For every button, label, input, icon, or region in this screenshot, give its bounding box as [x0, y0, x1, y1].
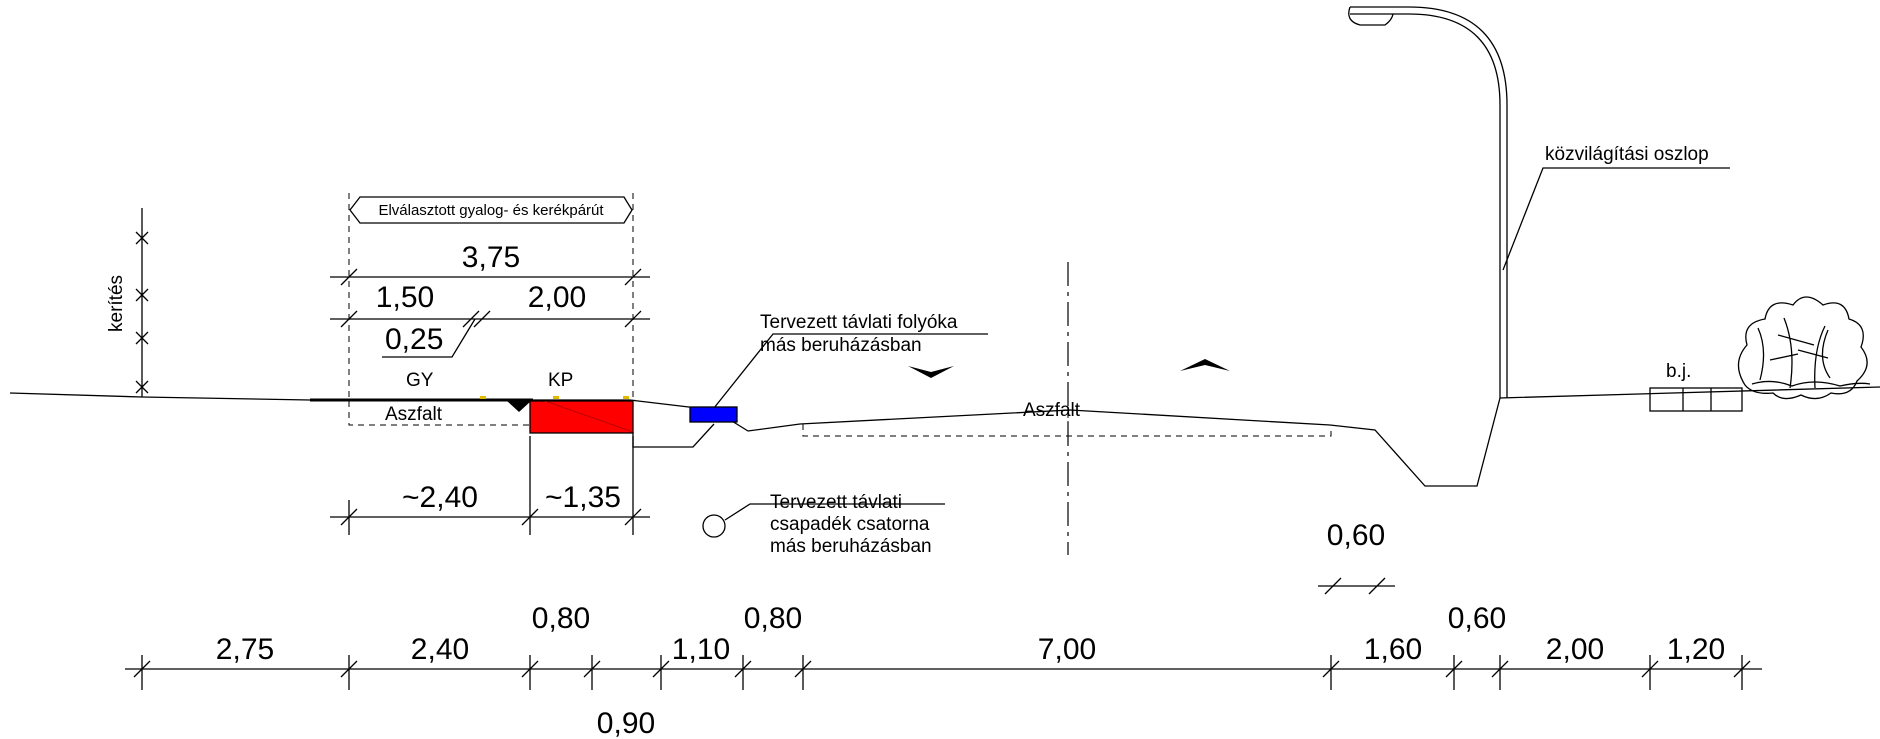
path-section: Elválasztott gyalog- és kerékpárút 3,75 … [330, 193, 650, 535]
dim-separator-width: 0,25 [385, 323, 443, 356]
blue-gutter [689, 406, 738, 423]
dim-right-part: ~1,35 [545, 481, 621, 514]
dim-b-6: 0,80 [744, 602, 802, 635]
path-box-label: Elválasztott gyalog- és kerékpárút [378, 202, 604, 219]
ditch-dimension: 0,60 [1318, 519, 1395, 595]
dim-ditch: 0,60 [1327, 519, 1385, 552]
fence-label: kerítés [106, 275, 127, 332]
fall-chevron-up [1180, 359, 1230, 371]
sewer-label-1: Tervezett távlati [770, 492, 902, 513]
bike-storage-label: b.j. [1666, 361, 1691, 382]
dim-b-4: 0,90 [597, 707, 655, 739]
gutter: Tervezett távlati folyóka más beruházásb… [632, 312, 988, 448]
dim-b-2: 2,40 [411, 633, 469, 666]
dim-b-10: 2,00 [1546, 633, 1604, 666]
dim-b-11: 1,20 [1667, 633, 1725, 666]
asphalt-road-label: Aszfalt [1023, 400, 1081, 421]
red-bike-strip [529, 400, 634, 434]
fall-chevron-down [908, 366, 954, 378]
bikeway-label: KP [548, 370, 573, 391]
gutter-label-2: más beruházásban [760, 335, 922, 356]
sewer: Tervezett távlati csapadék csatorna más … [702, 492, 945, 557]
bike-storage: b.j. [1649, 361, 1743, 412]
asphalt-path-label: Aszfalt [385, 404, 443, 425]
fence: kerítés [106, 208, 149, 397]
sewer-label-3: más beruházásban [770, 536, 932, 557]
dim-bike-width: 2,00 [528, 281, 586, 314]
dim-b-1: 2,75 [216, 633, 274, 666]
terrain-line [9, 386, 1880, 487]
dim-b-5: 1,10 [672, 633, 730, 666]
bottom-dimension-chain: 2,75 2,40 0,80 0,90 1,10 0,80 7,00 1,60 … [125, 602, 1762, 739]
street-lamp: közvilágítási oszlop [1348, 6, 1730, 398]
dim-walk-width: 1,50 [376, 281, 434, 314]
sewer-label-2: csapadék csatorna [770, 514, 930, 535]
roadway: Aszfalt [802, 262, 1332, 555]
gutter-label-1: Tervezett távlati folyóka [760, 312, 958, 333]
fall-down-triangle [507, 401, 531, 412]
dim-b-9: 0,60 [1448, 602, 1506, 635]
dim-total-width: 3,75 [462, 241, 520, 274]
walkway-label: GY [406, 370, 434, 391]
lamp-label: közvilágítási oszlop [1545, 144, 1709, 165]
surface-markers [480, 396, 629, 399]
dim-left-part: ~2,40 [402, 481, 478, 514]
dim-b-3: 0,80 [532, 602, 590, 635]
dim-b-7: 7,00 [1038, 633, 1096, 666]
shrub-icon [1737, 296, 1871, 400]
dim-b-8: 1,60 [1364, 633, 1422, 666]
